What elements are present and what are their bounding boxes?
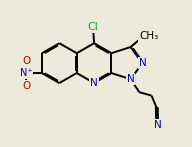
Text: N: N <box>138 58 146 68</box>
Text: N: N <box>90 78 98 88</box>
Text: O: O <box>22 81 30 91</box>
Text: Cl: Cl <box>87 22 98 32</box>
Text: N: N <box>154 120 161 130</box>
Text: N: N <box>127 74 134 84</box>
Text: O: O <box>22 56 30 66</box>
Text: CH₃: CH₃ <box>139 31 159 41</box>
Text: N⁺: N⁺ <box>20 68 33 78</box>
